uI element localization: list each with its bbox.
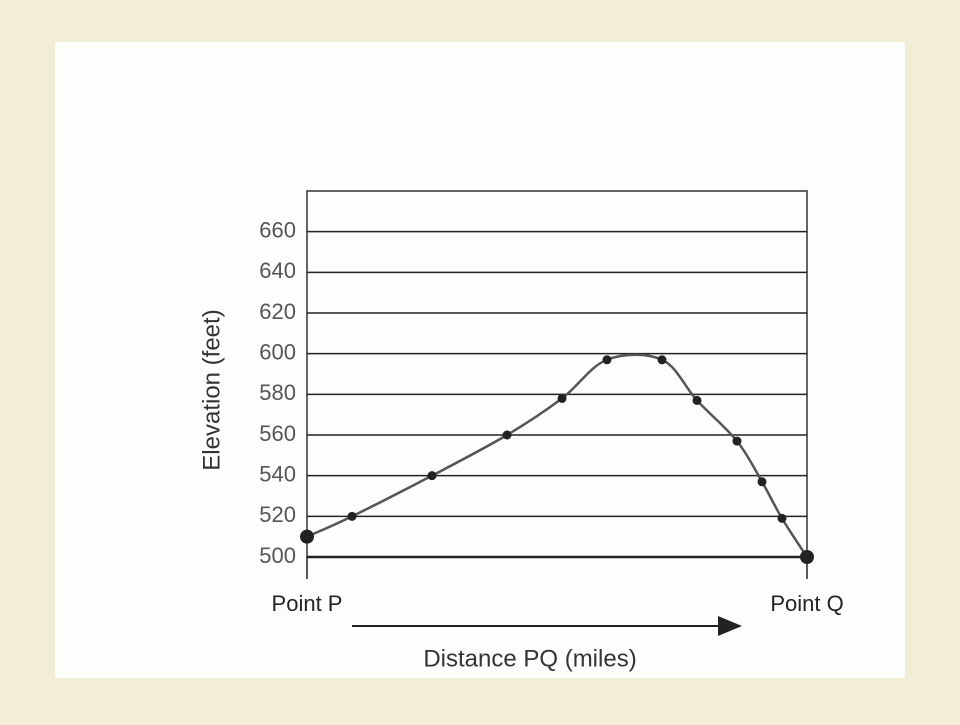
y-tick-label: 580: [259, 380, 296, 405]
paper: [55, 42, 905, 678]
elevation-point: [732, 436, 742, 446]
y-tick-label: 520: [259, 502, 296, 527]
elevation-point: [657, 355, 667, 365]
elevation-point: [557, 393, 567, 403]
elevation-point: [602, 355, 612, 365]
elevation-point: [692, 395, 702, 405]
x-axis-label: Distance PQ (miles): [423, 645, 636, 672]
elevation-point: [777, 513, 787, 523]
elevation-point: [502, 430, 512, 440]
y-axis-label: Elevation (feet): [198, 309, 225, 470]
elevation-point: [427, 471, 437, 481]
y-tick-label: 660: [259, 217, 296, 242]
x-tick-label: Point Q: [770, 591, 843, 616]
x-tick-label: Point P: [272, 591, 343, 616]
elevation-point: [800, 550, 814, 564]
y-tick-label: 640: [259, 258, 296, 283]
y-tick-label: 600: [259, 339, 296, 364]
elevation-point: [347, 511, 357, 521]
y-tick-label: 560: [259, 421, 296, 446]
y-tick-label: 500: [259, 543, 296, 568]
y-tick-label: 620: [259, 299, 296, 324]
elevation-point: [300, 529, 314, 544]
elevation-point: [757, 477, 767, 487]
y-tick-label: 540: [259, 461, 296, 486]
